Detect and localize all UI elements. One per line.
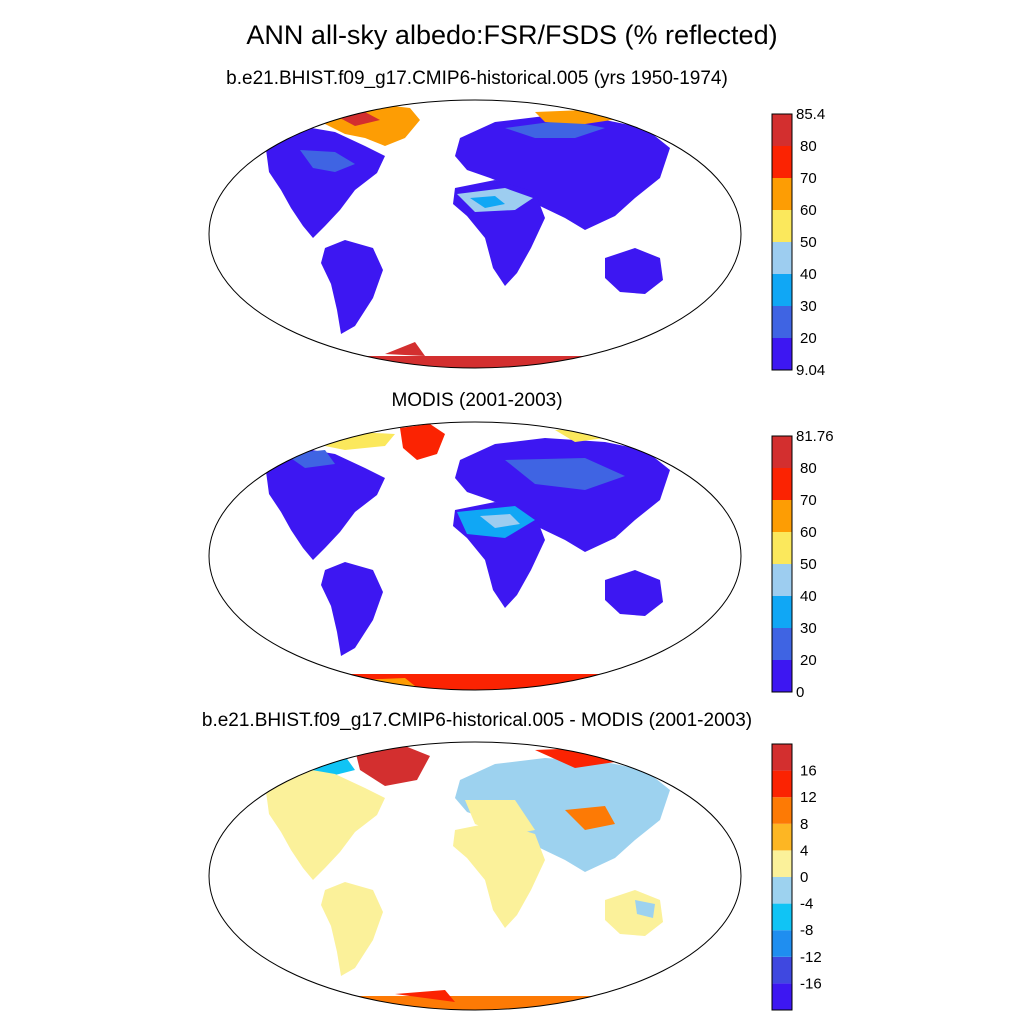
colorbar-swatch [772, 628, 792, 660]
colorbar-tick-label: 0 [800, 869, 808, 886]
colorbar-swatch [772, 660, 792, 692]
colorbar-swatch [772, 210, 792, 242]
australia-shape [605, 570, 663, 616]
colorbar-tick-label: 12 [800, 789, 817, 806]
colorbar-tick-label: 30 [800, 298, 817, 315]
colorbar-tick-label: -16 [800, 975, 822, 992]
colorbar-tick-label: 0 [796, 684, 804, 700]
eurasia-shape [455, 116, 670, 230]
colorbar-swatch [772, 114, 792, 146]
colorbar-swatch [772, 956, 792, 984]
colorbar-swatch [772, 338, 792, 370]
colorbar-swatch [772, 274, 792, 306]
greenland-shape [400, 424, 445, 460]
colorbar-swatch [772, 797, 792, 824]
colorbar-swatch [772, 532, 792, 564]
albedo-map-obs [208, 421, 742, 691]
colorbar-swatch [772, 500, 792, 532]
africa-shape [453, 822, 545, 928]
colorbar-frame [771, 435, 793, 693]
greenland-shape [355, 746, 430, 786]
colorbar-swatch [772, 306, 792, 338]
colorbar-swatch [772, 468, 792, 500]
colorbar-tick-label: 60 [800, 524, 817, 541]
colorbar-tick-label: 81.76 [796, 430, 834, 445]
colorbar-swatch [772, 983, 792, 1010]
panel-title-diff: b.e21.BHIST.f09_g17.CMIP6-historical.005… [201, 710, 753, 731]
colorbar-swatch [772, 242, 792, 274]
australia-shape [605, 890, 663, 936]
north-america-shape [265, 768, 385, 880]
colorbar-model: 9.04 20 30 40 50 60 70 80 85.4 [771, 108, 825, 378]
colorbar-tick-label: 80 [800, 138, 817, 155]
colorbar-swatch [772, 903, 792, 931]
colorbar-tick-label: 30 [800, 620, 817, 637]
colorbar-swatch [772, 436, 792, 468]
colorbar-tick-label: 70 [800, 492, 817, 509]
colorbar-swatch [772, 770, 792, 798]
colorbar-swatch [772, 877, 792, 904]
colorbar-tick-label: 60 [800, 202, 817, 219]
australia-shape [605, 248, 663, 294]
colorbar-swatch [772, 564, 792, 596]
panel-title-obs: MODIS (2001-2003) [391, 390, 563, 411]
colorbar-swatch [772, 930, 792, 957]
colorbar-frame [771, 743, 793, 1011]
albedo-map-diff [208, 741, 742, 1011]
colorbar-frame [771, 113, 793, 371]
colorbar-diff: -16 -12 -8 -4 0 4 8 12 16 [771, 743, 822, 1011]
colorbar-swatch [772, 850, 792, 877]
colorbar-tick-label: 85.4 [796, 108, 825, 123]
map-outline [208, 741, 742, 1011]
south-america-shape [321, 240, 383, 334]
colorbar-tick-label: 20 [800, 652, 817, 669]
antarctica-shape [209, 674, 741, 690]
albedo-map-model [208, 99, 742, 369]
south-america-shape [321, 882, 383, 976]
north-america-shape [265, 126, 385, 238]
colorbar-tick-label: 80 [800, 460, 817, 477]
colorbar-swatch [772, 823, 792, 851]
eurasia-shape [455, 758, 670, 872]
colorbar-swatch [772, 596, 792, 628]
colorbar-tick-label: 70 [800, 170, 817, 187]
colorbar-tick-label: -8 [800, 922, 813, 939]
colorbar-swatch [772, 744, 792, 771]
colorbar-tick-label: -12 [800, 949, 822, 966]
colorbar-swatch [772, 146, 792, 178]
map-outline [208, 421, 742, 691]
colorbar-tick-label: 4 [800, 842, 808, 859]
figure-title: ANN all-sky albedo:FSR/FSDS (% reflected… [246, 20, 778, 50]
colorbar-tick-label: 20 [800, 330, 817, 347]
south-america-shape [321, 562, 383, 656]
north-america-shape [265, 448, 385, 560]
colorbar-obs: 0 20 30 40 50 60 70 80 81.76 [771, 430, 834, 700]
eurasia-shape [455, 438, 670, 552]
panel-title-model: b.e21.BHIST.f09_g17.CMIP6-historical.005… [226, 68, 728, 89]
colorbar-tick-label: 50 [800, 234, 817, 251]
map-outline [208, 99, 742, 369]
colorbar-tick-label: 50 [800, 556, 817, 573]
colorbar-tick-label: 40 [800, 588, 817, 605]
colorbar-tick-label: 9.04 [796, 362, 825, 378]
colorbar-tick-label: -4 [800, 896, 813, 913]
colorbar-tick-label: 8 [800, 816, 808, 833]
colorbar-tick-label: 16 [800, 763, 817, 780]
colorbar-swatch [772, 178, 792, 210]
colorbar-tick-label: 40 [800, 266, 817, 283]
